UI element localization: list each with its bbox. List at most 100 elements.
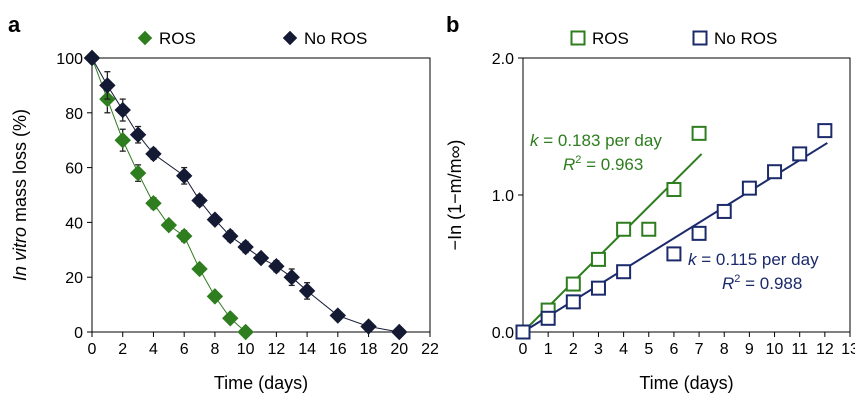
x-tick-label-a: 14 bbox=[298, 341, 316, 358]
y-tick-label-a: 40 bbox=[65, 215, 83, 232]
data-point-square bbox=[616, 221, 632, 237]
x-tick-label-b: 11 bbox=[791, 341, 808, 358]
x-tick-label-a: 6 bbox=[180, 341, 189, 358]
x-tick-label-a: 18 bbox=[360, 341, 378, 358]
fit-k-symbol: k bbox=[688, 250, 698, 269]
fit-r-symbol: R bbox=[563, 155, 575, 174]
data-point-square bbox=[540, 310, 556, 326]
x-tick-label-b: 3 bbox=[594, 341, 603, 358]
fit-r-superscript: 2 bbox=[734, 273, 740, 285]
y-tick-label-a: 80 bbox=[65, 106, 83, 123]
y-tick-label-a: 60 bbox=[65, 161, 83, 178]
data-point-diamond bbox=[360, 318, 377, 335]
x-tick-label-b: 4 bbox=[619, 341, 628, 358]
x-tick-label-b: 2 bbox=[569, 341, 578, 358]
x-tick-label-a: 10 bbox=[237, 341, 255, 358]
data-point-square bbox=[741, 180, 757, 196]
panel-b: b 0 1 2 3 4 5 6 7 8 9 10 11 12 130.01.02.0 ROS No ROS … bbox=[445, 12, 855, 393]
data-point-diamond bbox=[206, 288, 224, 305]
data-point-diamond bbox=[298, 282, 316, 300]
x-axis-label-b: Time (days) bbox=[639, 373, 733, 393]
x-tick-label-a: 22 bbox=[421, 341, 439, 358]
data-point-diamond bbox=[268, 258, 285, 275]
fit-r2-annotation-1: R2 = 0.988 bbox=[722, 273, 802, 293]
legend-label-1: No ROS bbox=[714, 29, 777, 48]
ticks-b: 0 1 2 3 4 5 6 7 8 9 10 11 12 130.01.02.0 bbox=[492, 51, 855, 358]
data-point-diamond bbox=[222, 310, 239, 327]
data-point-diamond bbox=[145, 145, 162, 163]
data-point-square bbox=[590, 280, 606, 296]
data-point-diamond bbox=[175, 227, 193, 245]
legend-marker-0 bbox=[137, 30, 153, 46]
data-point-diamond bbox=[160, 216, 178, 234]
series-line-1 bbox=[91, 57, 400, 333]
y-tick-label-a: 20 bbox=[65, 270, 83, 287]
data-point-diamond bbox=[237, 238, 254, 256]
x-tick-label-a: 2 bbox=[118, 341, 127, 358]
fit-k-annotation-0: k = 0.183 per day bbox=[530, 131, 662, 150]
data-point-square bbox=[691, 225, 707, 241]
y-axis-label-a: In vitro mass loss (%) bbox=[10, 109, 30, 281]
fit-k-value: = 0.115 per day bbox=[697, 250, 820, 269]
x-tick-label-b: 13 bbox=[841, 341, 855, 358]
data-point-square bbox=[817, 123, 833, 139]
data-point-diamond bbox=[114, 101, 131, 119]
x-tick-label-b: 1 bbox=[544, 341, 553, 358]
fit-annotations-b: k = 0.183 per day R 2 = 0.963 k = 0.115 per… bbox=[530, 131, 819, 293]
data-point-diamond bbox=[252, 249, 270, 267]
x-tick-label-a: 8 bbox=[210, 341, 219, 358]
fit-k-value: = 0.183 per day bbox=[539, 131, 663, 150]
data-point-diamond bbox=[283, 268, 300, 286]
y-tick-label-a: 100 bbox=[56, 51, 83, 68]
data-point-square bbox=[590, 251, 606, 267]
data-point-diamond bbox=[191, 192, 208, 209]
fit-r-value: = 0.963 bbox=[581, 155, 643, 174]
x-tick-label-b: 12 bbox=[816, 341, 834, 358]
data-point-diamond bbox=[129, 164, 147, 182]
x-axis-label-a: Time (days) bbox=[214, 373, 308, 393]
legend-label-0: ROS bbox=[592, 29, 629, 48]
data-point-square bbox=[641, 221, 657, 237]
legend-marker-1 bbox=[282, 30, 298, 46]
fit-k-annotation-1: k = 0.115 per day bbox=[688, 250, 819, 269]
y-tick-label-b: 1.0 bbox=[492, 188, 514, 205]
x-tick-label-a: 0 bbox=[88, 341, 97, 358]
panel-label-a: a bbox=[8, 12, 21, 37]
y-axis-label-b: −In (1−m/m∞) bbox=[445, 140, 465, 251]
data-point-diamond bbox=[175, 167, 193, 185]
data-point-diamond bbox=[191, 260, 208, 278]
data-point-diamond bbox=[237, 323, 254, 341]
x-tick-label-a: 16 bbox=[329, 341, 347, 358]
data-point-square bbox=[565, 294, 581, 310]
x-tick-label-b: 7 bbox=[695, 341, 704, 358]
x-tick-label-b: 8 bbox=[720, 341, 729, 358]
legend-marker-1 bbox=[692, 30, 708, 46]
y-axis-label-a-italic: In vitro bbox=[10, 227, 30, 281]
plot-frame-a bbox=[91, 57, 431, 333]
legend-b: ROS No ROS bbox=[570, 29, 777, 48]
data-point-square bbox=[616, 264, 632, 280]
data-point-diamond bbox=[99, 77, 116, 94]
data-point-diamond bbox=[114, 131, 131, 149]
data-point-square bbox=[666, 182, 682, 198]
data-point-square bbox=[515, 324, 531, 340]
x-tick-label-b: 5 bbox=[644, 341, 653, 358]
y-tick-label-b: 0.0 bbox=[492, 325, 514, 342]
x-tick-label-b: 0 bbox=[519, 341, 528, 358]
legend-label-0: ROS bbox=[159, 29, 196, 48]
legend-a: ROS No ROS bbox=[137, 29, 367, 48]
x-tick-label-a: 20 bbox=[390, 341, 408, 358]
data-point-diamond bbox=[222, 227, 239, 245]
panel-a: a 0 2 4 6 8 10 12 14 16 18 20 22 0 20 40 60 80 100 ROS No … bbox=[8, 12, 439, 393]
data-point-diamond bbox=[329, 307, 347, 324]
data-point-diamond bbox=[206, 211, 224, 228]
data-point-diamond bbox=[145, 195, 162, 212]
fit-k-symbol: k bbox=[530, 131, 540, 150]
x-tick-label-b: 9 bbox=[745, 341, 754, 358]
data-point-square bbox=[792, 146, 808, 162]
data-point-diamond bbox=[129, 126, 147, 143]
fit-r-value: = 0.988 bbox=[740, 274, 802, 293]
y-tick-label-a: 0 bbox=[74, 325, 83, 342]
series-a bbox=[83, 49, 408, 341]
x-tick-label-a: 4 bbox=[149, 341, 158, 358]
